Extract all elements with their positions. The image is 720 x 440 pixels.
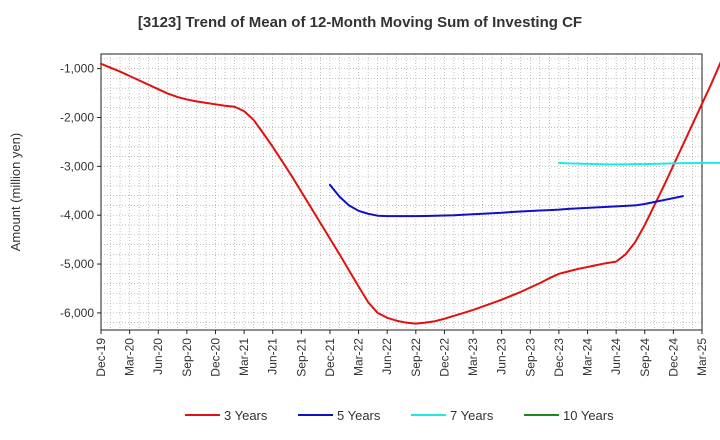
x-tick-label: Dec-24 bbox=[666, 338, 680, 377]
y-tick-label: -2,000 bbox=[60, 111, 94, 125]
x-tick-label: Dec-19 bbox=[94, 338, 108, 377]
x-tick-label: Sep-24 bbox=[638, 338, 652, 377]
legend-label: 10 Years bbox=[563, 408, 614, 423]
x-tick-label: Jun-23 bbox=[495, 338, 509, 375]
x-tick-label: Dec-22 bbox=[437, 338, 451, 377]
x-tick-label: Jun-22 bbox=[380, 338, 394, 375]
x-tick-label: Jun-20 bbox=[151, 338, 165, 375]
x-tick-label: Sep-23 bbox=[523, 338, 537, 377]
x-tick-label: Mar-20 bbox=[123, 338, 137, 376]
y-tick-label: -4,000 bbox=[60, 208, 94, 222]
y-tick-label: -1,000 bbox=[60, 62, 94, 76]
x-tick-label: Dec-20 bbox=[208, 338, 222, 377]
x-tick-label: Sep-21 bbox=[294, 338, 308, 377]
y-axis-label: Amount (million yen) bbox=[8, 133, 23, 252]
legend-label: 3 Years bbox=[224, 408, 268, 423]
y-axis: -6,000 -5,000 -4,000 -3,000 -2,000 -1,000 bbox=[60, 62, 101, 320]
legend-label: 7 Years bbox=[450, 408, 494, 423]
y-tick-label: -5,000 bbox=[60, 257, 94, 271]
series-line-5-years bbox=[328, 183, 684, 218]
x-tick-label: Dec-23 bbox=[552, 338, 566, 377]
series-line-7-years bbox=[557, 161, 720, 166]
x-tick-label: Sep-20 bbox=[180, 338, 194, 377]
x-tick-label: Dec-21 bbox=[323, 338, 337, 377]
plot-border bbox=[100, 53, 703, 331]
x-tick-label: Mar-24 bbox=[581, 338, 595, 376]
plot-area bbox=[101, 54, 702, 330]
y-tick-label: -6,000 bbox=[60, 306, 94, 320]
legend: 3 Years 5 Years 7 Years 10 Years bbox=[185, 408, 614, 423]
x-tick-label: Jun-24 bbox=[609, 338, 623, 375]
y-tick-label: -3,000 bbox=[60, 159, 94, 173]
series-line-3-years bbox=[100, 61, 720, 325]
x-tick-label: Mar-23 bbox=[466, 338, 480, 376]
x-tick-label: Mar-22 bbox=[352, 338, 366, 376]
gridlines bbox=[101, 54, 702, 330]
x-tick-label: Mar-25 bbox=[695, 338, 709, 376]
x-tick-label: Mar-21 bbox=[237, 338, 251, 376]
chart-title: [3123] Trend of Mean of 12-Month Moving … bbox=[138, 14, 582, 31]
x-axis: Dec-19 Mar-20 Jun-20 Sep-20 Dec-20 Mar-21 Jun-… bbox=[94, 330, 709, 377]
legend-label: 5 Years bbox=[337, 408, 381, 423]
x-tick-label: Jun-21 bbox=[266, 338, 280, 375]
x-tick-label: Sep-22 bbox=[409, 338, 423, 377]
series-layer bbox=[100, 61, 720, 325]
